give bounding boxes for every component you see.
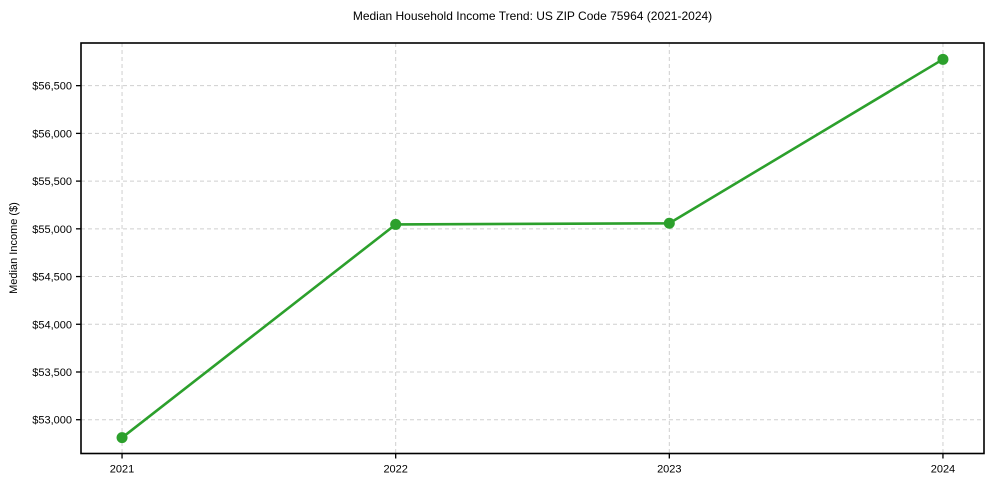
y-tick-label: $55,500	[32, 176, 72, 188]
y-tick-label: $56,000	[32, 128, 72, 140]
x-tick-label: 2024	[931, 464, 955, 476]
y-tick-label: $53,500	[32, 367, 72, 379]
data-point-marker	[390, 218, 402, 230]
data-point-marker	[937, 53, 949, 65]
x-tick-label: 2023	[657, 464, 681, 476]
y-tick-label: $55,000	[32, 224, 72, 236]
data-point-marker	[663, 217, 675, 229]
x-tick-label: 2022	[383, 464, 407, 476]
chart-title: Median Household Income Trend: US ZIP Co…	[352, 9, 713, 23]
y-tick-label: $53,000	[32, 415, 72, 427]
plot-border	[80, 42, 985, 455]
trend-line	[120, 58, 945, 439]
y-tick-label: $54,500	[32, 272, 72, 284]
y-tick-label: $56,500	[32, 81, 72, 93]
data-point-marker	[116, 432, 128, 444]
x-tick-label: 2021	[110, 464, 134, 476]
y-tick-label: $54,000	[32, 319, 72, 331]
